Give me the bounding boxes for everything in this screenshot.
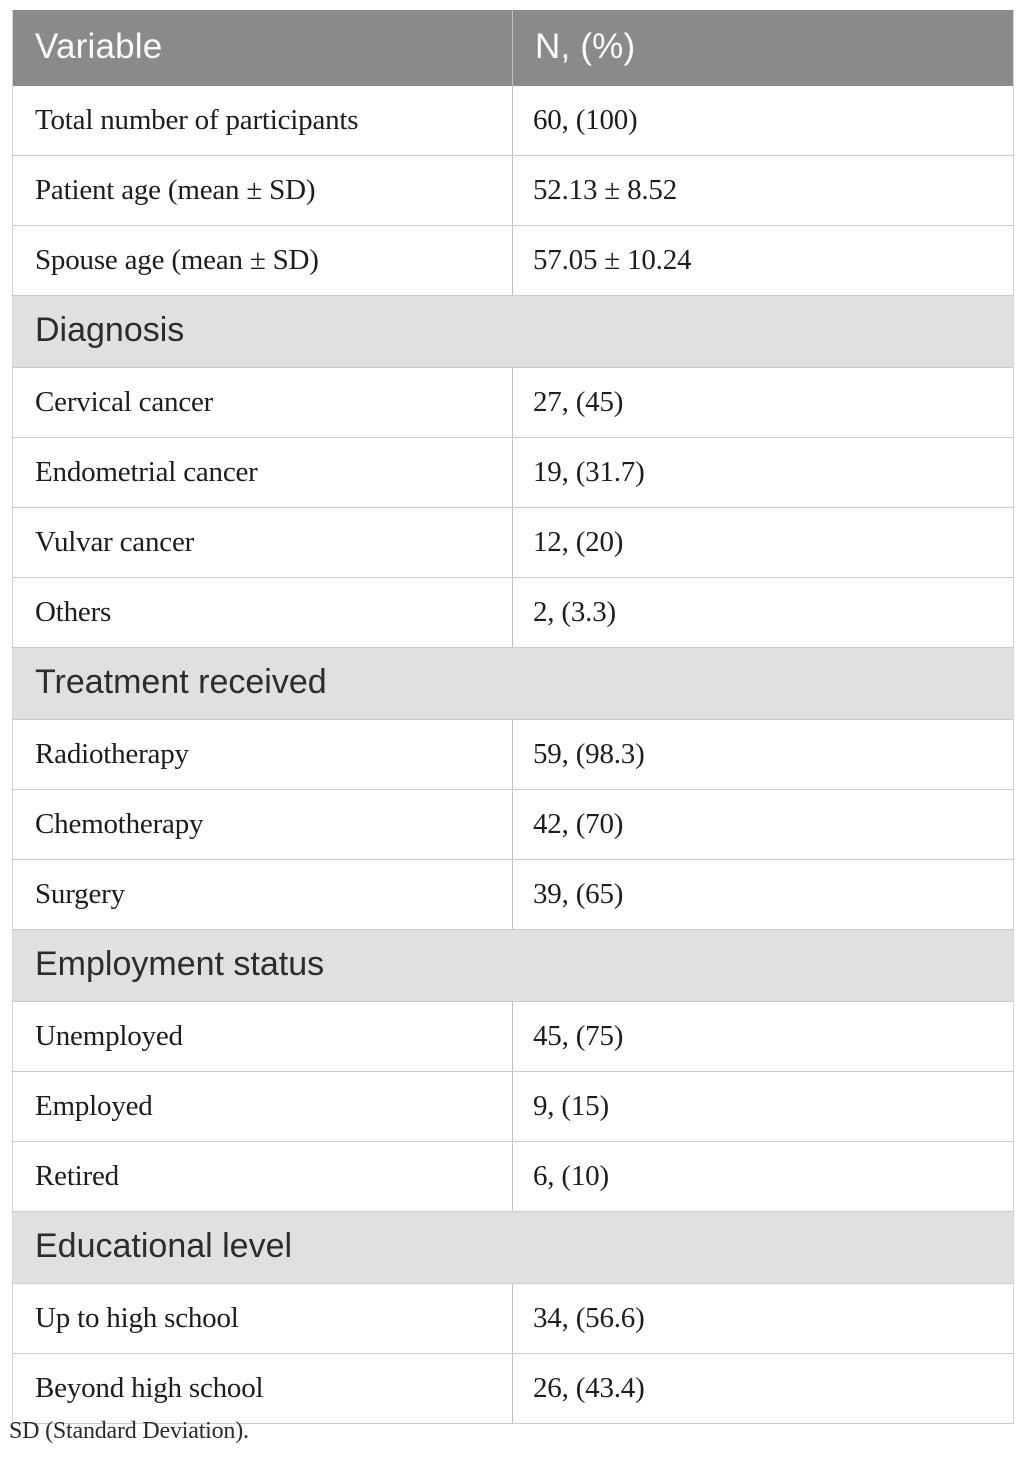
table-row: Radiotherapy 59, (98.3) xyxy=(12,719,1014,790)
row-label: Others xyxy=(12,577,513,648)
row-label: Unemployed xyxy=(12,1001,513,1072)
row-value: 39, (65) xyxy=(512,859,1014,930)
table-row: Total number of participants 60, (100) xyxy=(12,86,1014,156)
table-row: Surgery 39, (65) xyxy=(12,859,1014,930)
section-header-label: Treatment received xyxy=(12,647,1014,720)
row-label: Retired xyxy=(12,1141,513,1212)
row-label: Surgery xyxy=(12,859,513,930)
section-header-row: Employment status xyxy=(12,929,1014,1002)
row-value: 26, (43.4) xyxy=(512,1353,1014,1424)
row-label: Total number of participants xyxy=(12,86,513,156)
row-label: Spouse age (mean ± SD) xyxy=(12,225,513,296)
table-row: Vulvar cancer 12, (20) xyxy=(12,507,1014,578)
section-header-row: Treatment received xyxy=(12,647,1014,720)
row-value: 9, (15) xyxy=(512,1071,1014,1142)
section-header-label: Educational level xyxy=(12,1211,1014,1284)
participant-demographics-table: Variable N, (%) Total number of particip… xyxy=(12,10,1014,1424)
section-header-row: Diagnosis xyxy=(12,295,1014,368)
column-header-variable: Variable xyxy=(12,10,513,86)
table-row: Unemployed 45, (75) xyxy=(12,1001,1014,1072)
row-label: Cervical cancer xyxy=(12,367,513,438)
table-footnote: SD (Standard Deviation). xyxy=(9,1418,249,1444)
row-value: 2, (3.3) xyxy=(512,577,1014,648)
column-header-n-percent: N, (%) xyxy=(512,10,1014,86)
row-value: 60, (100) xyxy=(512,86,1014,156)
table-row: Others 2, (3.3) xyxy=(12,577,1014,648)
row-value: 12, (20) xyxy=(512,507,1014,578)
row-value: 45, (75) xyxy=(512,1001,1014,1072)
row-label: Radiotherapy xyxy=(12,719,513,790)
row-value: 19, (31.7) xyxy=(512,437,1014,508)
row-label: Beyond high school xyxy=(12,1353,513,1424)
row-value: 27, (45) xyxy=(512,367,1014,438)
row-value: 42, (70) xyxy=(512,789,1014,860)
table-row: Up to high school 34, (56.6) xyxy=(12,1283,1014,1354)
row-value: 6, (10) xyxy=(512,1141,1014,1212)
table-row: Cervical cancer 27, (45) xyxy=(12,367,1014,438)
table-row: Beyond high school 26, (43.4) xyxy=(12,1353,1014,1424)
row-value: 52.13 ± 8.52 xyxy=(512,155,1014,226)
row-label: Endometrial cancer xyxy=(12,437,513,508)
table-row: Patient age (mean ± SD) 52.13 ± 8.52 xyxy=(12,155,1014,226)
row-value: 34, (56.6) xyxy=(512,1283,1014,1354)
table-row: Chemotherapy 42, (70) xyxy=(12,789,1014,860)
row-label: Chemotherapy xyxy=(12,789,513,860)
row-value: 57.05 ± 10.24 xyxy=(512,225,1014,296)
table-header-row: Variable N, (%) xyxy=(12,10,1014,86)
row-label: Vulvar cancer xyxy=(12,507,513,578)
table-row: Employed 9, (15) xyxy=(12,1071,1014,1142)
row-label: Up to high school xyxy=(12,1283,513,1354)
table-row: Endometrial cancer 19, (31.7) xyxy=(12,437,1014,508)
row-label: Patient age (mean ± SD) xyxy=(12,155,513,226)
section-header-row: Educational level xyxy=(12,1211,1014,1284)
section-header-label: Diagnosis xyxy=(12,295,1014,368)
row-label: Employed xyxy=(12,1071,513,1142)
table-row: Retired 6, (10) xyxy=(12,1141,1014,1212)
table-row: Spouse age (mean ± SD) 57.05 ± 10.24 xyxy=(12,225,1014,296)
row-value: 59, (98.3) xyxy=(512,719,1014,790)
section-header-label: Employment status xyxy=(12,929,1014,1002)
